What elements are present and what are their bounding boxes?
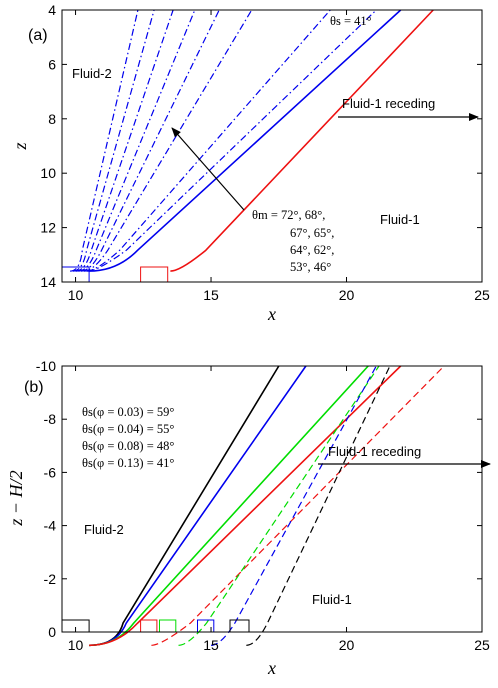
panel-b-series-line-6 — [178, 365, 380, 646]
panel-b-theta-line-1: θs(φ = 0.03) = 59° — [82, 405, 174, 419]
panel-a-series-line-10 — [170, 9, 434, 272]
panel-b-ytick-label-6: -10 — [36, 358, 56, 374]
panel-b-xtick-label-1: 10 — [68, 637, 84, 653]
panel-a-xtick-label-1: 10 — [68, 287, 84, 303]
panel-b-series-line-5 — [151, 365, 445, 646]
panel-a-theta-m-line-1: θm = 72°, 68°, — [252, 208, 325, 222]
panel-a-theta-m-line-2: 67°, 65°, — [290, 226, 334, 240]
panel-a-frame — [61, 9, 483, 283]
panel-b-ytick-label-3: -4 — [44, 518, 57, 534]
panel-a-ytick-label-6: 14 — [40, 274, 56, 290]
panel-a-xlabel: x — [267, 304, 276, 324]
panel-b-ytick-label-2: -2 — [44, 571, 57, 587]
panel-a-series-line-5 — [80, 9, 220, 272]
panel-a-theta-m-line-3: 64°, 62°, — [290, 243, 334, 257]
panel-a-ytick-label-3: 8 — [48, 111, 56, 127]
panel-a-xtick-label-3: 20 — [339, 287, 355, 303]
panel-b-ylabel: z − H/2 — [6, 470, 26, 526]
panel-b-contact-boxes — [61, 619, 250, 633]
panel-a-trend-arrow — [171, 127, 245, 211]
panel-a-ylabel: z — [10, 142, 30, 150]
panel-b-ytick-label-5: -8 — [44, 411, 57, 427]
panel-a-fluid1-label: Fluid-1 — [380, 212, 420, 227]
panel-a-ytick-label-2: 6 — [48, 56, 56, 72]
panel-a-series-line-2 — [72, 9, 155, 272]
panel-b-ytick-label-4: -6 — [44, 464, 57, 480]
panel-b-tick-labels: 10 15 20 25 0 -2 -4 -6 -8 -10 — [36, 358, 490, 653]
panel-b-series-line-4 — [89, 365, 402, 647]
panel-b-ticks — [62, 365, 483, 633]
panel-b-fluid2-label: Fluid-2 — [84, 522, 124, 537]
panel-b: (b) 10 15 20 25 0 -2 -4 -6 -8 -10 x z − H/2 Fluid… — [6, 358, 491, 678]
panel-a-series — [70, 9, 434, 272]
panel-b-fluid1-label: Fluid-1 — [312, 592, 352, 607]
panel-a-xtick-label-2: 15 — [203, 287, 219, 303]
panel-b-contact-box-2 — [140, 619, 158, 633]
panel-a-series-line-9 — [89, 9, 402, 272]
panel-b-xtick-label-3: 20 — [339, 637, 355, 653]
panel-a-ytick-label-5: 12 — [40, 220, 56, 236]
panel-a-series-line-4 — [78, 9, 196, 272]
panel-a-ytick-label-4: 10 — [40, 165, 56, 181]
panel-a-contact-box-2 — [140, 266, 169, 283]
panel-a-xtick-label-4: 25 — [474, 287, 490, 303]
panel-b-theta-line-4: θs(φ = 0.13) = 41° — [82, 456, 174, 470]
panel-a-fluid2-label: Fluid-2 — [72, 66, 112, 81]
panel-b-label: (b) — [24, 379, 44, 396]
panel-a-ytick-label-1: 4 — [48, 2, 56, 18]
panel-a-ticks — [62, 9, 483, 283]
panel-a-tick-labels: 10 15 20 25 4 6 8 10 12 14 — [40, 2, 490, 303]
panel-b-theta-line-3: θs(φ = 0.08) = 48° — [82, 439, 174, 453]
panel-a-theta-m-line-4: 53°, 46° — [290, 260, 331, 274]
panel-b-contact-box-3 — [159, 619, 177, 633]
panel-a-series-line-3 — [75, 9, 174, 272]
panel-b-xlabel: x — [267, 658, 276, 678]
panel-a-series-line-1 — [70, 9, 139, 272]
panel-b-series — [89, 365, 445, 647]
panel-b-theta-line-2: θs(φ = 0.04) = 55° — [82, 422, 174, 436]
panel-b-frame — [61, 365, 483, 633]
panel-b-ytick-label-1: 0 — [48, 624, 56, 640]
panel-b-contact-box-5 — [229, 619, 250, 633]
panel-b-xtick-label-2: 15 — [203, 637, 219, 653]
panel-b-receding-label: Fluid-1 receding — [328, 444, 421, 459]
panel-a-theta-s-label: θs = 41° — [330, 14, 372, 28]
panel-b-xtick-label-4: 25 — [474, 637, 490, 653]
panel-b-series-line-8 — [246, 365, 391, 646]
panel-a-receding-label: Fluid-1 receding — [342, 96, 435, 111]
panel-a-label: (a) — [28, 27, 48, 44]
panel-a: (a) 10 15 20 25 4 6 8 10 12 14 x z Fluid-2 Fluid-… — [10, 2, 490, 324]
panel-b-series-line-7 — [210, 365, 377, 646]
panel-a-series-line-6 — [83, 9, 253, 272]
